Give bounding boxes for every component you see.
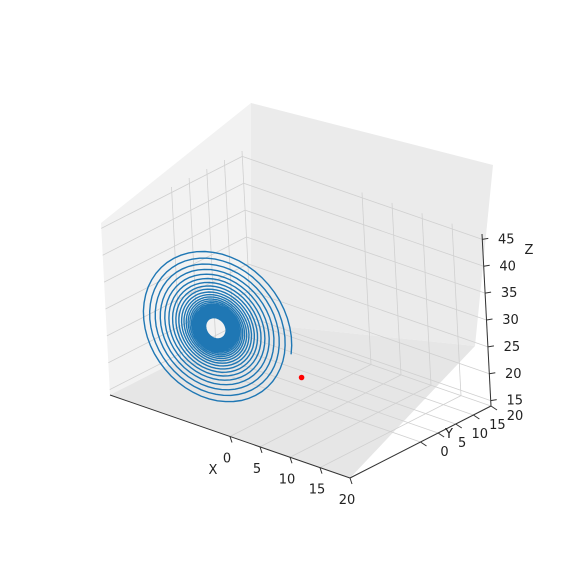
- y-tick-mark: [490, 405, 498, 411]
- z-tick-mark: [489, 372, 496, 375]
- y-axis-label: Y: [444, 427, 453, 442]
- x-tick-label: 10: [279, 472, 296, 487]
- back-pane-right: [251, 103, 493, 346]
- gridline-z-back: [249, 290, 490, 375]
- gridline-z-back: [242, 155, 483, 240]
- y-tick-label: 20: [507, 409, 524, 424]
- z-tick-label: 25: [504, 340, 521, 355]
- gridline-z-back: [247, 263, 489, 348]
- x-tick-label: 5: [253, 462, 261, 477]
- start-point-marker: [298, 374, 305, 381]
- z-tick-label: 45: [498, 232, 515, 247]
- z-tick-label: 35: [501, 286, 518, 301]
- gridline-z-side: [101, 156, 243, 229]
- z-tick-mark: [486, 318, 493, 321]
- x-tick-mark: [259, 446, 263, 454]
- z-axis-label: Z: [525, 243, 534, 258]
- gridline-z-back: [246, 236, 487, 321]
- y-tick-mark: [437, 432, 445, 438]
- back-pane-left: [101, 103, 251, 395]
- z-tick-mark: [490, 399, 497, 402]
- y-tick-mark: [420, 441, 427, 447]
- z-tick-label: 30: [502, 313, 519, 328]
- z-tick-label: 15: [506, 394, 523, 409]
- x-tick-mark: [319, 467, 323, 474]
- x-tick-mark: [349, 477, 353, 485]
- gridline-y-floor: [197, 349, 439, 434]
- x-tick-mark: [289, 457, 293, 464]
- z-tick-mark: [482, 237, 489, 240]
- z-tick-label: 40: [499, 259, 516, 274]
- x-axis-label: X: [209, 463, 218, 478]
- x-tick-mark: [229, 436, 233, 443]
- z-tick-mark: [485, 291, 492, 294]
- x-tick-label: 0: [223, 452, 231, 467]
- gridline-z-side: [103, 209, 246, 283]
- z-tick-mark: [487, 345, 494, 348]
- gridline-y-floor: [215, 340, 456, 425]
- y-tick-mark: [455, 423, 463, 429]
- gridline-z-side: [102, 182, 244, 256]
- axes: [109, 233, 498, 485]
- z-tick-label: 20: [505, 367, 522, 382]
- series-start-marker: [298, 374, 305, 381]
- y-tick-label: 10: [471, 427, 488, 442]
- z-tick-mark: [483, 264, 490, 267]
- y-tick-label: 0: [440, 445, 448, 460]
- y-tick-label: 15: [489, 418, 506, 433]
- y-tick-label: 5: [458, 436, 466, 451]
- trajectory-line: [142, 250, 293, 403]
- x-tick-label: 15: [309, 483, 326, 498]
- y-tick-mark: [473, 414, 480, 420]
- gridline-z-back: [244, 209, 486, 294]
- series-trajectory: [142, 250, 293, 403]
- gridline-z-back: [243, 182, 484, 267]
- x-tick-label: 20: [339, 493, 356, 508]
